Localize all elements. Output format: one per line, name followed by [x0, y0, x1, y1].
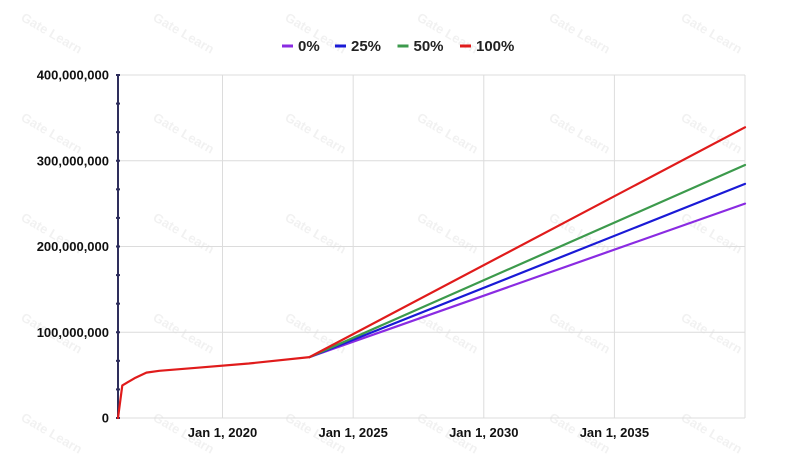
watermark-text: Gate Learn [19, 110, 85, 157]
watermark-text: Gate Learn [679, 310, 745, 357]
legend-item[interactable]: 25% [335, 38, 381, 55]
series-line-100pct [116, 126, 747, 420]
watermark-text: Gate Learn [19, 10, 85, 57]
watermark-text: Gate Learn [151, 10, 217, 57]
watermark-layer: Gate Learn Gate Learn Gate Learn Gate Learn… [19, 10, 745, 457]
y-tick-label: 200,000,000 [37, 239, 109, 254]
series-line-50pct [308, 163, 747, 359]
watermark-text: Gate Learn [679, 410, 745, 457]
series-line-25pct [308, 182, 747, 359]
legend-item[interactable]: 100% [460, 38, 514, 55]
legend-label: 0% [298, 38, 320, 55]
x-tick-label: Jan 1, 2020 [188, 425, 257, 440]
y-tick-label: 400,000,000 [37, 68, 109, 83]
watermark-text: Gate Learn [151, 210, 217, 257]
axis-layer [116, 74, 120, 419]
y-tick-label: 0 [102, 411, 109, 426]
watermark-text: Gate Learn [547, 310, 613, 357]
legend-label: 50% [414, 38, 444, 55]
series-layer [116, 126, 747, 420]
watermark-text: Gate Learn [283, 210, 349, 257]
y-axis-tick-labels: 0 100,000,000 200,000,000 300,000,000 400,00… [37, 68, 109, 426]
legend-label: 100% [476, 38, 514, 55]
x-tick-label: Jan 1, 2035 [580, 425, 649, 440]
watermark-text: Gate Learn [19, 410, 85, 457]
legend-item[interactable]: 50% [397, 38, 444, 55]
watermark-text: Gate Learn [547, 110, 613, 157]
watermark-text: Gate Learn [679, 210, 745, 257]
y-tick-label: 300,000,000 [37, 153, 109, 168]
watermark-text: Gate Learn [151, 310, 217, 357]
watermark-text: Gate Learn [679, 10, 745, 57]
watermark-text: Gate Learn [283, 110, 349, 157]
watermark-text: Gate Learn [151, 110, 217, 157]
watermark-text: Gate Learn [415, 210, 481, 257]
x-axis-tick-labels: Jan 1, 2020 Jan 1, 2025 Jan 1, 2030 Jan 1, … [188, 425, 649, 440]
x-tick-label: Jan 1, 2025 [318, 425, 387, 440]
watermark-text: Gate Learn [415, 110, 481, 157]
grid-layer [118, 74, 746, 419]
legend-label: 25% [351, 38, 381, 55]
watermark-text: Gate Learn [283, 310, 349, 357]
x-tick-label: Jan 1, 2030 [449, 425, 518, 440]
series-line-0pct [308, 202, 747, 359]
legend-item[interactable]: 0% [282, 38, 320, 55]
watermark-text: Gate Learn [547, 10, 613, 57]
y-tick-label: 100,000,000 [37, 325, 109, 340]
legend: 0% 25% 50% 100% [282, 38, 514, 55]
